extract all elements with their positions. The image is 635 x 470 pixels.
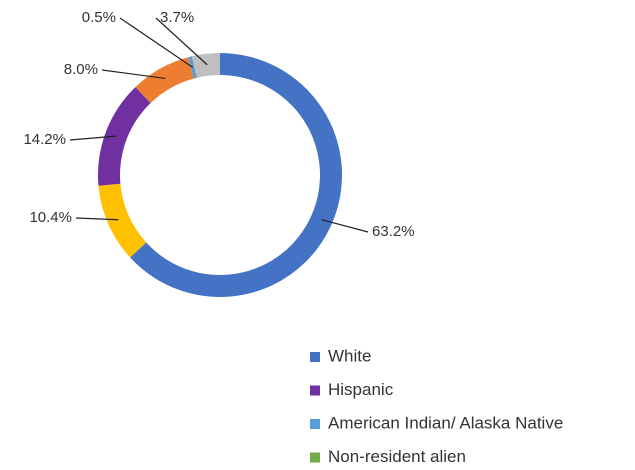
- data-label: 10.4%: [29, 209, 72, 226]
- legend-label: White: [328, 346, 371, 365]
- leader-line: [155, 17, 208, 66]
- legend-swatch: [310, 385, 320, 396]
- legend-swatch: [310, 419, 320, 429]
- leader-line: [119, 17, 194, 68]
- legend-label: Hispanic: [328, 380, 394, 399]
- leader-line: [69, 135, 117, 141]
- donut-slice: [98, 183, 147, 258]
- legend-label: American Indian/ Alaska Native: [328, 413, 563, 432]
- donut-slice: [130, 53, 343, 297]
- leader-line: [75, 217, 119, 221]
- leader-line: [101, 69, 166, 80]
- legend-swatch: [310, 352, 320, 362]
- data-label: 3.7%: [160, 9, 194, 26]
- data-label: 8.0%: [64, 61, 98, 78]
- donut-slice: [191, 53, 220, 78]
- legend-swatch: [310, 452, 320, 463]
- donut-slice: [135, 57, 194, 103]
- leader-line: [321, 219, 369, 233]
- donut-slice: [98, 87, 151, 186]
- data-label: 0.5%: [82, 9, 116, 26]
- data-label: 63.2%: [372, 223, 415, 240]
- legend-label: Non-resident alien: [328, 447, 466, 466]
- data-label: 14.2%: [23, 131, 66, 148]
